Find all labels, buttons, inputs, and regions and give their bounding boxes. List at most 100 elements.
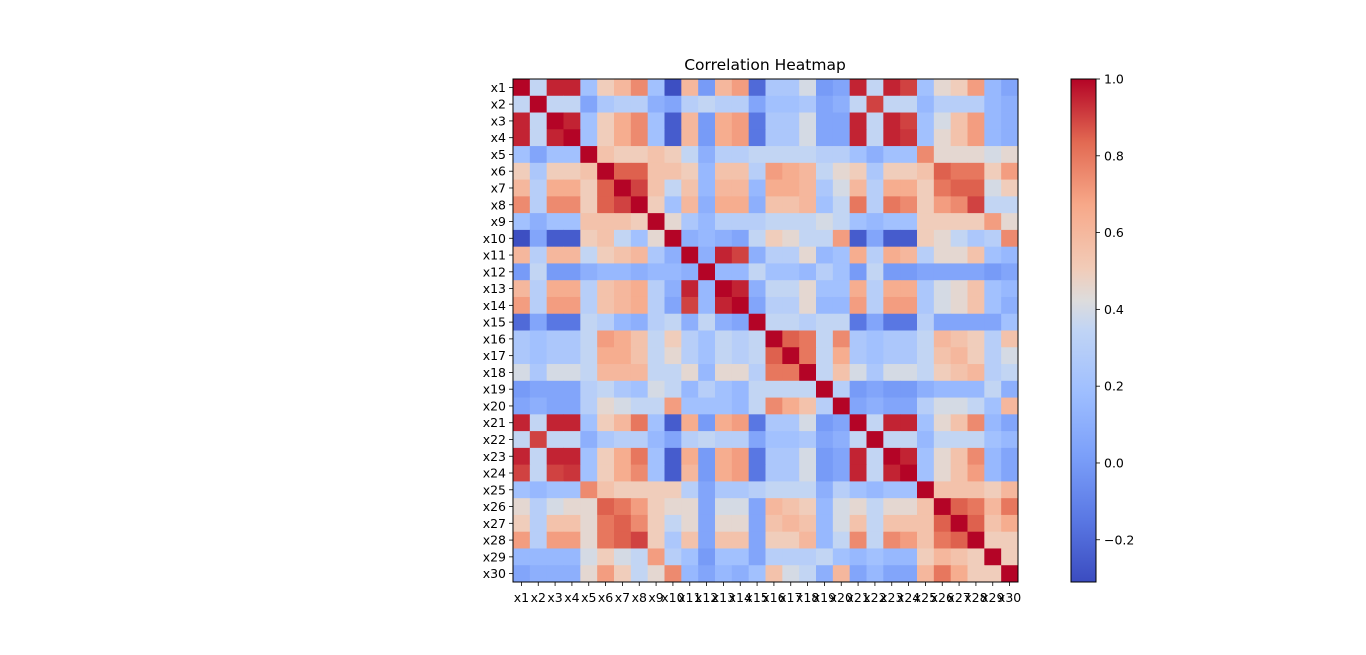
heatmap-cell [782,498,800,516]
heatmap-cell [563,280,581,298]
heatmap-cell [917,129,935,147]
heatmap-cell [883,179,901,197]
heatmap-cell [715,565,733,583]
heatmap-cell [832,213,851,231]
heatmap-cell [630,380,649,398]
x-tick-label: x27 [947,590,970,605]
heatmap-cell [597,162,615,180]
heatmap-cell [513,179,531,197]
heatmap-cell [816,146,834,164]
heatmap-cell [816,129,834,147]
heatmap-cell [900,263,918,281]
heatmap-cell [866,95,884,113]
colorbar-tick-label: 0.2 [1104,379,1124,394]
heatmap-cell [614,498,632,516]
y-tick-label: x28 [483,533,506,548]
heatmap-cell [715,95,733,113]
heatmap-cell [563,146,581,164]
heatmap-cell [630,431,649,449]
heatmap-cell [546,196,564,214]
heatmap-cell [832,129,851,147]
heatmap-cell [546,263,564,281]
heatmap-cell [748,296,766,315]
heatmap-cell [900,213,918,231]
heatmap-cell [563,313,581,331]
heatmap-cell [950,95,968,113]
heatmap-cell [664,414,682,432]
heatmap-cell [698,397,716,415]
heatmap-cell [933,364,952,382]
heatmap-cell [546,548,564,566]
heatmap-cell [647,481,665,499]
heatmap-cell [698,514,716,533]
heatmap-cell [967,531,985,549]
heatmap-cell [529,95,548,113]
heatmap-cell [816,548,834,566]
heatmap-cell [731,313,750,331]
heatmap-cell [900,112,918,130]
heatmap-cell [748,313,766,331]
heatmap-cell [1001,498,1019,516]
heatmap-cell [782,229,800,248]
heatmap-cell [748,531,766,549]
heatmap-cell [1001,565,1019,583]
heatmap-cell [614,313,632,331]
heatmap-cell [715,280,733,298]
heatmap-cell [883,565,901,583]
x-tick-label: x16 [762,590,785,605]
heatmap-cell [866,112,884,130]
heatmap-cell [816,263,834,281]
heatmap-cell [950,364,968,382]
heatmap-cell [698,380,716,398]
heatmap-cell [698,213,716,231]
heatmap-cell [647,548,665,566]
heatmap-cell [580,246,598,264]
heatmap-cell [597,431,615,449]
heatmap-cell [816,364,834,382]
heatmap-cell [681,280,699,298]
heatmap-cell [698,112,716,130]
heatmap-cell [630,196,649,214]
heatmap-cell [681,414,699,432]
heatmap-cell [816,347,834,365]
heatmap-cell [715,397,733,415]
heatmap-cell [933,330,952,348]
heatmap-cell [849,380,867,398]
heatmap-cell [664,213,682,231]
heatmap-cell [765,397,783,415]
heatmap-cell [715,213,733,231]
heatmap-cell [681,79,699,97]
heatmap-cell [529,313,548,331]
heatmap-cell [1001,347,1019,365]
heatmap-cell [816,296,834,315]
heatmap-cell [984,431,1002,449]
heatmap-cell [630,296,649,315]
heatmap-cell [967,330,985,348]
heatmap-cell [715,414,733,432]
heatmap-cell [933,347,952,365]
heatmap-cell [799,464,817,482]
heatmap-cell [715,364,733,382]
heatmap-cell [933,548,952,566]
heatmap-cell [597,531,615,549]
y-tick-label: x3 [491,113,506,128]
heatmap-cell [967,447,985,466]
heatmap-cell [614,179,632,197]
heatmap-cell [799,213,817,231]
heatmap-cell [647,347,665,365]
heatmap-cell [816,196,834,214]
heatmap-cell [866,229,884,248]
heatmap-cell [698,162,716,180]
heatmap-cell [647,531,665,549]
heatmap-cell [731,565,750,583]
heatmap-cell [799,548,817,566]
heatmap-cell [984,347,1002,365]
heatmap-cell [546,280,564,298]
heatmap-cell [917,229,935,248]
heatmap-cell [513,313,531,331]
heatmap-cell [765,112,783,130]
heatmap-cell [883,162,901,180]
heatmap-cell [681,129,699,147]
heatmap-cell [647,280,665,298]
heatmap-cell [816,179,834,197]
